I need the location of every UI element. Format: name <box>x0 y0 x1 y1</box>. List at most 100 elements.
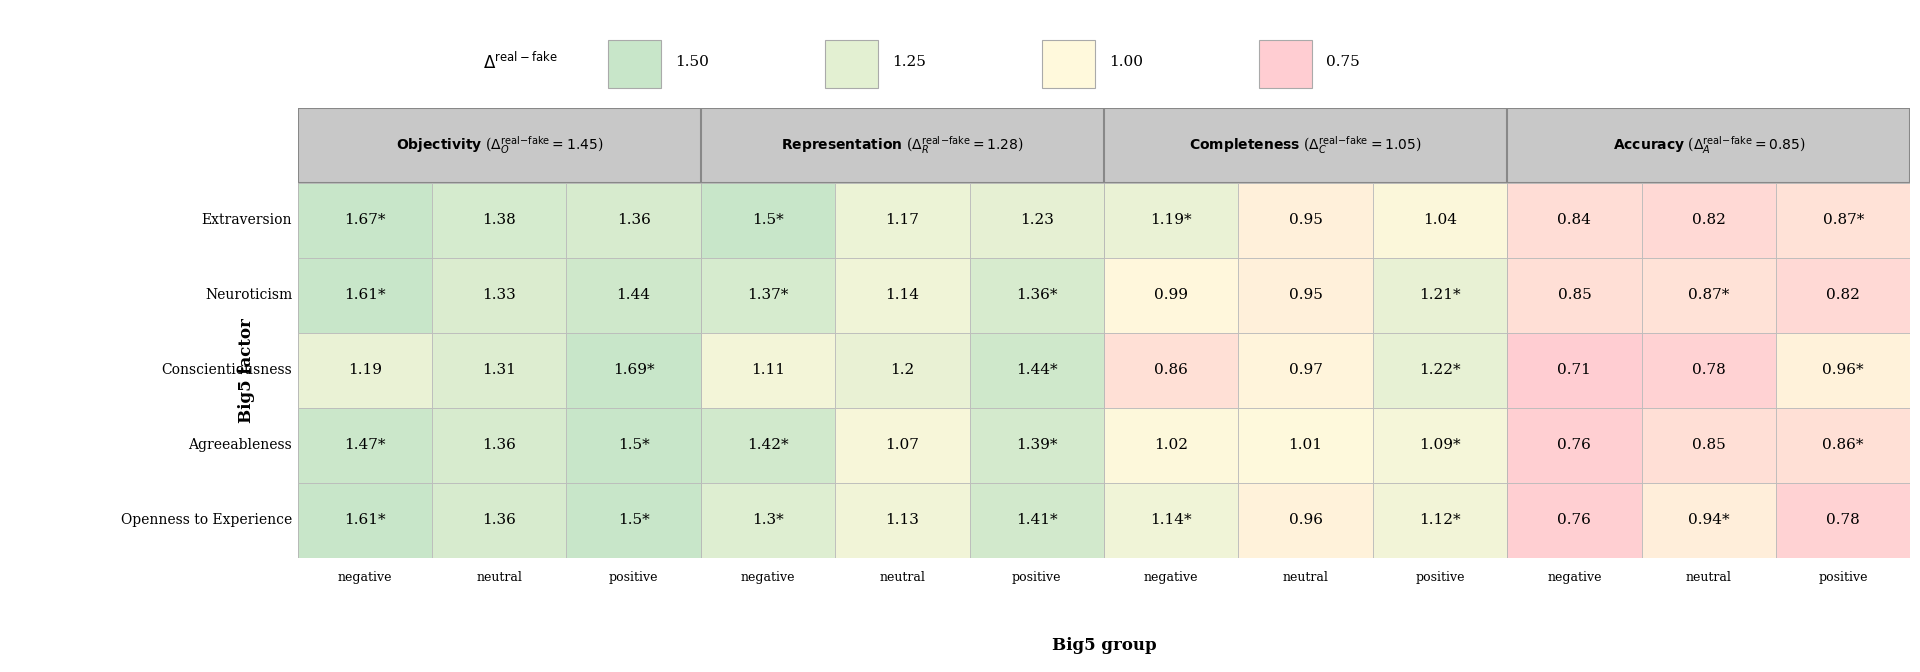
Text: 1.61*: 1.61* <box>344 513 386 528</box>
Text: 1.07: 1.07 <box>885 438 920 452</box>
Bar <box>835 333 970 408</box>
Bar <box>970 257 1104 333</box>
Text: negative: negative <box>1144 571 1198 584</box>
Bar <box>1507 333 1642 408</box>
Bar <box>701 108 1104 183</box>
Text: 0.78: 0.78 <box>1692 363 1726 377</box>
Text: 0.96*: 0.96* <box>1822 363 1864 377</box>
Text: neutral: neutral <box>1686 571 1732 584</box>
Text: 1.23: 1.23 <box>1020 213 1054 227</box>
Bar <box>432 257 566 333</box>
Bar <box>298 482 432 558</box>
Text: $\bf{Representation}$ ($\Delta_{R}^{\rm real\!-\!fake} = 1.28$): $\bf{Representation}$ ($\Delta_{R}^{\rm … <box>781 134 1023 156</box>
Bar <box>835 482 970 558</box>
Bar <box>566 482 701 558</box>
Text: 1.2: 1.2 <box>891 363 914 377</box>
Text: 1.50: 1.50 <box>676 55 708 69</box>
Text: positive: positive <box>1818 571 1868 584</box>
Text: Agreeableness: Agreeableness <box>188 438 292 452</box>
Text: 0.75: 0.75 <box>1325 55 1359 69</box>
Text: 1.12*: 1.12* <box>1419 513 1461 528</box>
Text: 1.36: 1.36 <box>482 438 516 452</box>
Bar <box>1104 333 1238 408</box>
Bar <box>1507 183 1642 257</box>
Text: negative: negative <box>1548 571 1601 584</box>
Bar <box>566 333 701 408</box>
Text: 1.09*: 1.09* <box>1419 438 1461 452</box>
Text: Big5 group: Big5 group <box>1052 636 1156 654</box>
Bar <box>298 333 432 408</box>
Text: 1.5*: 1.5* <box>618 513 649 528</box>
Text: 0.87*: 0.87* <box>1688 288 1730 302</box>
Text: 0.78: 0.78 <box>1826 513 1860 528</box>
Text: 1.61*: 1.61* <box>344 288 386 302</box>
Bar <box>701 183 835 257</box>
Bar <box>432 183 566 257</box>
Text: negative: negative <box>338 571 392 584</box>
Text: $\bf{Objectivity}$ ($\Delta_{O}^{\rm real\!-\!fake} = 1.45$): $\bf{Objectivity}$ ($\Delta_{O}^{\rm rea… <box>396 134 603 156</box>
Bar <box>1507 108 1910 183</box>
Bar <box>1642 482 1776 558</box>
Bar <box>1104 108 1507 183</box>
Text: $\bf{Accuracy}$ ($\Delta_{A}^{\rm real\!-\!fake} = 0.85$): $\bf{Accuracy}$ ($\Delta_{A}^{\rm real\!… <box>1613 134 1805 156</box>
Text: 0.99: 0.99 <box>1154 288 1188 302</box>
Bar <box>1238 257 1373 333</box>
Bar <box>1238 333 1373 408</box>
Bar <box>1104 408 1238 482</box>
Bar <box>298 257 432 333</box>
Text: 0.95: 0.95 <box>1288 288 1323 302</box>
Bar <box>701 408 835 482</box>
Bar <box>1104 257 1238 333</box>
Text: 1.42*: 1.42* <box>747 438 789 452</box>
Bar <box>1642 408 1776 482</box>
Bar <box>835 408 970 482</box>
Bar <box>1373 333 1507 408</box>
Text: Openness to Experience: Openness to Experience <box>121 513 292 528</box>
Bar <box>701 257 835 333</box>
Text: 0.76: 0.76 <box>1557 513 1592 528</box>
Bar <box>1507 408 1642 482</box>
Bar <box>1260 40 1313 88</box>
Bar <box>1373 408 1507 482</box>
Text: 1.5*: 1.5* <box>618 438 649 452</box>
Bar <box>701 482 835 558</box>
Text: 1.44: 1.44 <box>616 288 651 302</box>
Text: 0.87*: 0.87* <box>1822 213 1864 227</box>
Bar <box>970 183 1104 257</box>
Text: 1.37*: 1.37* <box>747 288 789 302</box>
Text: negative: negative <box>741 571 795 584</box>
Bar <box>1776 257 1910 333</box>
Text: 1.38: 1.38 <box>482 213 516 227</box>
Bar <box>1041 40 1094 88</box>
Text: 0.86: 0.86 <box>1154 363 1188 377</box>
Bar <box>701 333 835 408</box>
Bar <box>432 482 566 558</box>
Text: 0.84: 0.84 <box>1557 213 1592 227</box>
Text: Conscientiousness: Conscientiousness <box>161 363 292 377</box>
Bar <box>566 183 701 257</box>
Text: 1.44*: 1.44* <box>1016 363 1058 377</box>
Text: 1.69*: 1.69* <box>612 363 655 377</box>
Text: Big5 factor: Big5 factor <box>238 318 255 423</box>
Text: 0.82: 0.82 <box>1692 213 1726 227</box>
Bar <box>432 408 566 482</box>
Bar <box>432 333 566 408</box>
Text: 0.96: 0.96 <box>1288 513 1323 528</box>
Bar <box>970 482 1104 558</box>
Text: 1.5*: 1.5* <box>753 213 783 227</box>
Text: 1.3*: 1.3* <box>753 513 783 528</box>
Text: 0.86*: 0.86* <box>1822 438 1864 452</box>
Text: Neuroticism: Neuroticism <box>205 288 292 302</box>
Bar <box>1104 183 1238 257</box>
Text: $\Delta^{\rm real-fake}$: $\Delta^{\rm real-fake}$ <box>484 52 557 73</box>
Bar <box>1776 482 1910 558</box>
Bar <box>1642 183 1776 257</box>
Text: 1.21*: 1.21* <box>1419 288 1461 302</box>
Text: positive: positive <box>1415 571 1465 584</box>
Text: 1.31: 1.31 <box>482 363 516 377</box>
Text: 1.17: 1.17 <box>885 213 920 227</box>
Bar <box>1238 408 1373 482</box>
Bar <box>1238 183 1373 257</box>
Text: 1.67*: 1.67* <box>344 213 386 227</box>
Text: 1.19*: 1.19* <box>1150 213 1192 227</box>
